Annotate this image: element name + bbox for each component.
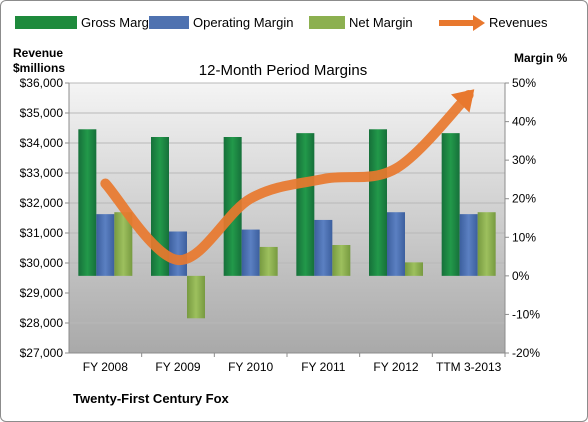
right-axis-tick-label: 30% bbox=[512, 153, 536, 167]
left-axis-tick-label: $32,000 bbox=[20, 196, 64, 210]
bar-net-margin bbox=[259, 246, 278, 276]
left-axis-tick-label: $27,000 bbox=[20, 346, 64, 360]
right-axis-tick-label: -20% bbox=[512, 346, 540, 360]
right-axis-tick-label: 10% bbox=[512, 230, 536, 244]
bar-gross-margin bbox=[296, 133, 315, 276]
x-axis-tick-label: FY 2010 bbox=[228, 360, 273, 374]
bar-operating-margin bbox=[96, 214, 115, 276]
left-axis-tick-label: $33,000 bbox=[20, 166, 64, 180]
bar-operating-margin bbox=[314, 219, 333, 276]
legend-swatch-net-margin bbox=[309, 16, 345, 29]
left-axis-label-line2: $millions bbox=[13, 61, 65, 75]
x-axis-tick-label: FY 2008 bbox=[83, 360, 128, 374]
plot-area bbox=[69, 83, 505, 353]
left-axis-tick-label: $31,000 bbox=[20, 226, 64, 240]
left-axis-tick-label: $36,000 bbox=[20, 76, 64, 90]
bar-net-margin bbox=[187, 275, 205, 319]
company-name: Twenty-First Century Fox bbox=[73, 391, 230, 406]
left-axis-tick-label: $30,000 bbox=[20, 256, 64, 270]
legend-label-revenues: Revenues bbox=[489, 15, 548, 30]
revenues-line bbox=[100, 90, 474, 265]
right-axis-label: Margin % bbox=[514, 51, 568, 65]
legend-arrow-revenues bbox=[473, 15, 485, 31]
right-axis-tick-label: 40% bbox=[512, 115, 536, 129]
bar-net-margin bbox=[332, 245, 351, 276]
bar-net-margin bbox=[477, 212, 496, 276]
bar-net-margin bbox=[405, 262, 423, 276]
left-axis-label-line1: Revenue bbox=[13, 46, 63, 60]
revenues-arrowhead bbox=[450, 89, 475, 113]
x-axis-tick-label: FY 2009 bbox=[155, 360, 200, 374]
bar-gross-margin bbox=[78, 129, 97, 276]
bar-gross-margin bbox=[441, 133, 460, 276]
x-axis-tick-label: TTM 3-2013 bbox=[436, 360, 502, 374]
bar-operating-margin bbox=[387, 212, 405, 276]
x-axis-tick-label: FY 2012 bbox=[373, 360, 418, 374]
x-axis-tick-label: FY 2011 bbox=[301, 360, 346, 374]
right-axis-tick-label: -10% bbox=[512, 307, 540, 321]
left-axis-tick-label: $28,000 bbox=[20, 316, 64, 330]
left-axis-tick-label: $29,000 bbox=[20, 286, 64, 300]
bar-operating-margin bbox=[241, 229, 260, 276]
bar-operating-margin bbox=[459, 214, 478, 276]
left-axis-tick-label: $34,000 bbox=[20, 136, 64, 150]
bar-net-margin bbox=[114, 212, 133, 276]
legend-label-operating-margin: Operating Margin bbox=[193, 15, 293, 30]
bar-gross-margin bbox=[369, 129, 387, 276]
right-axis-tick-label: 20% bbox=[512, 192, 536, 206]
right-axis-tick-label: 50% bbox=[512, 76, 536, 90]
right-axis-tick-label: 0% bbox=[512, 269, 530, 283]
legend-swatch-gross-margin bbox=[15, 16, 77, 29]
bar-gross-margin bbox=[223, 137, 242, 276]
legend-swatch-operating-margin bbox=[149, 16, 189, 29]
chart-title: 12-Month Period Margins bbox=[199, 62, 367, 79]
legend-label-net-margin: Net Margin bbox=[349, 15, 413, 30]
legend-label-gross-margin: Gross Margin bbox=[81, 15, 159, 30]
left-axis-tick-label: $35,000 bbox=[20, 106, 64, 120]
